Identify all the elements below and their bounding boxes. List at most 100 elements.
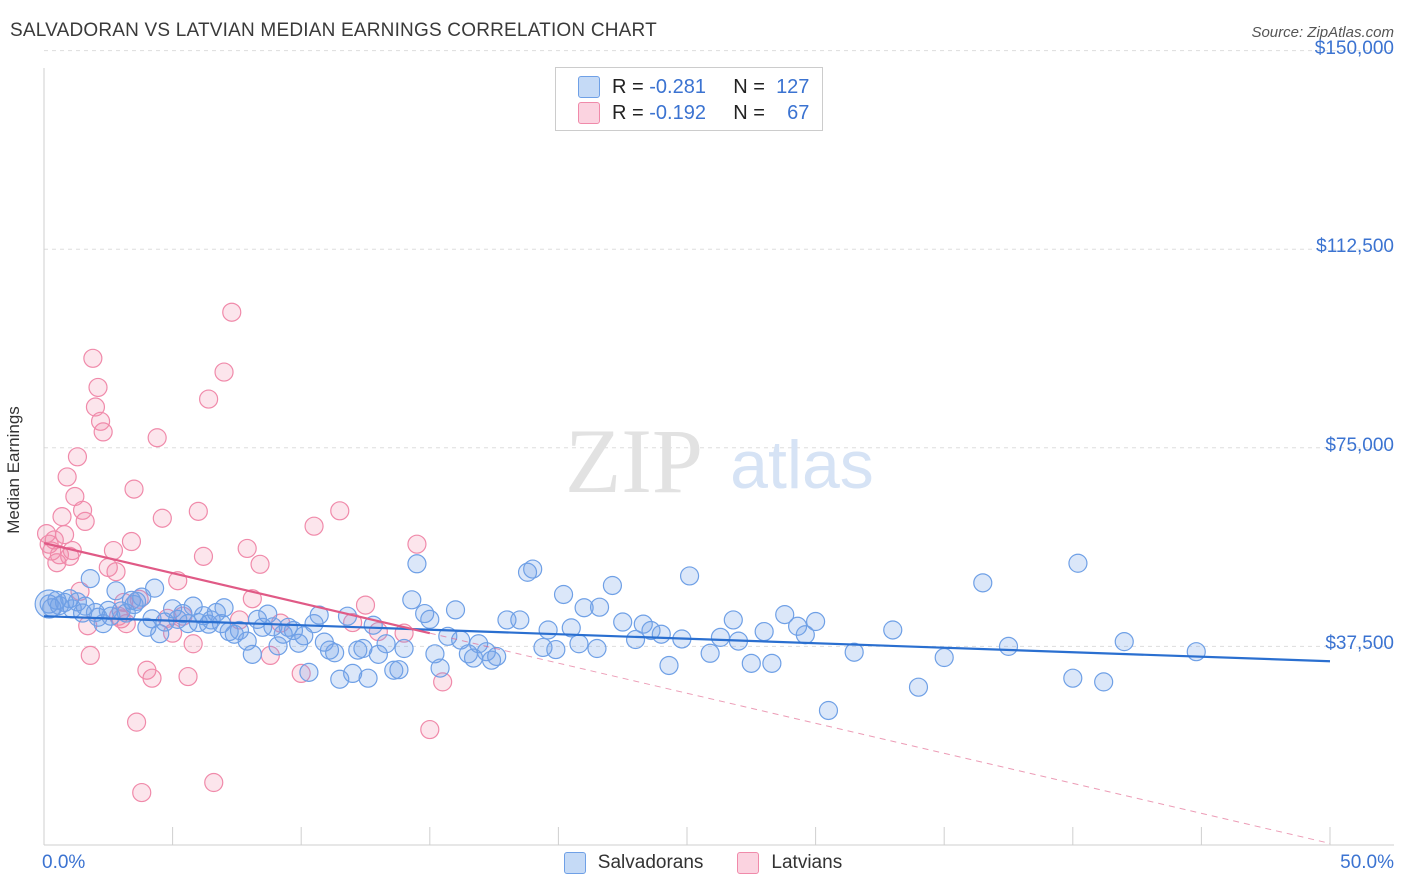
salvadorans-point [415,603,435,624]
salvadorans-point [343,663,363,684]
salvadorans-point [723,610,743,630]
series-legend-latvians[interactable]: Latvians [737,852,842,874]
series-legend: Salvadorans Latvians [0,852,1406,874]
latvians-point [178,666,198,687]
y-tick-label: $75,000 [1325,434,1394,456]
latvians-point [126,712,147,732]
latvians-point [204,772,224,793]
salvadorans-point [407,554,427,574]
salvadorans-point [818,700,839,721]
salvadorans-point [420,609,440,629]
salvadorans-point [587,638,607,659]
salvadorans-point [589,597,610,617]
watermark-zip: ZIP [565,410,703,512]
latvians-point [124,479,144,499]
legend-n-value: 67 [787,101,810,124]
salvadorans-point [510,610,530,630]
latvians-point [152,508,172,528]
legend-r-value: -0.192 [649,101,706,124]
latvians-point [72,500,93,520]
salvadorans-point [1186,642,1206,662]
salvadorans-point [569,634,589,654]
y-tick-label: $37,500 [1325,633,1394,655]
legend-n-label: N = [733,75,765,98]
salvadorans-point [538,620,558,640]
salvadorans-point [574,598,594,618]
latvians-point [93,422,113,442]
chart-source: Source: ZipAtlas.com [1251,24,1394,41]
salvadorans-point [445,600,466,620]
chart-title: SALVADORAN VS LATVIAN MEDIAN EARNINGS CO… [10,20,657,41]
series-swatch-latvians [737,852,760,874]
correlation-legend: R = -0.281 N = 127 R = -0.192 N = 67 [555,67,823,131]
series-label-salvadorans: Salvadorans [597,852,704,873]
salvadorans-point [101,606,121,626]
y-tick-label: $150,000 [1314,37,1394,59]
salvadorans-point [263,617,283,637]
trend-lines [43,542,1331,844]
salvadorans-point [144,578,165,598]
salvadorans-point [679,566,700,586]
salvadorans-point [34,589,64,619]
salvadorans-point [376,634,396,654]
latvians-points [36,302,453,803]
series-legend-salvadorans[interactable]: Salvadorans [563,852,704,874]
salvadorans-point [998,636,1019,656]
salvadorans-point [358,668,378,688]
salvadorans-point [106,581,126,601]
latvians-point [222,302,242,322]
latvians-point [199,389,219,409]
salvadorans-point [80,569,100,589]
salvadorans-point [394,638,414,659]
latvians-point [147,428,167,448]
legend-r-label: R = [612,101,644,124]
salvadorans-point [762,653,782,673]
salvadorans-point [1114,632,1134,652]
salvadorans-point [469,634,489,654]
salvadorans-point [124,594,144,615]
salvadorans-point [438,626,458,646]
salvadorans-point [641,620,661,641]
salvadorans-point [389,660,409,680]
latvians-point [57,467,77,487]
salvadorans-point [775,605,795,625]
salvadorans-point [633,614,653,634]
salvadorans-point [278,617,298,637]
salvadorans-point [805,611,826,632]
salvadorans-point [700,643,720,663]
latvians-point [193,546,214,566]
salvadorans-point [384,660,404,680]
salvadorans-point [487,646,507,667]
salvadorans-point [368,644,388,664]
salvadorans-point [168,609,188,629]
salvadorans-point [481,650,502,670]
watermark-atlas: atlas [730,427,874,503]
legend-swatch-salvadorans [578,76,600,98]
salvadorans-point [242,644,262,664]
salvadorans-point [741,653,761,673]
salvadorans-point [659,655,679,676]
latvians-point [407,534,427,554]
latvians-point [83,348,103,368]
salvadorans-point [402,590,422,610]
latvians-point [291,663,311,684]
salvadorans-point [294,626,314,646]
salvadorans-point [150,624,170,644]
salvadorans-point [268,636,288,656]
latvians-point [121,531,142,552]
salvadorans-point [973,573,993,593]
salvadorans-point [523,559,543,579]
salvadorans-point [309,605,329,625]
salvadorans-point [602,575,623,596]
axes [43,68,1394,846]
x-tick-left: 0.0% [42,852,86,873]
latvians-point [52,507,72,527]
salvadorans-point [710,627,731,647]
latvians-point [355,595,376,615]
salvadorans-trend-line [43,615,1331,663]
salvadorans-point [561,618,581,638]
latvians-point [106,562,126,582]
salvadorans-point [299,662,319,682]
latvians-point [132,782,152,803]
legend-n-value: 127 [776,75,810,98]
